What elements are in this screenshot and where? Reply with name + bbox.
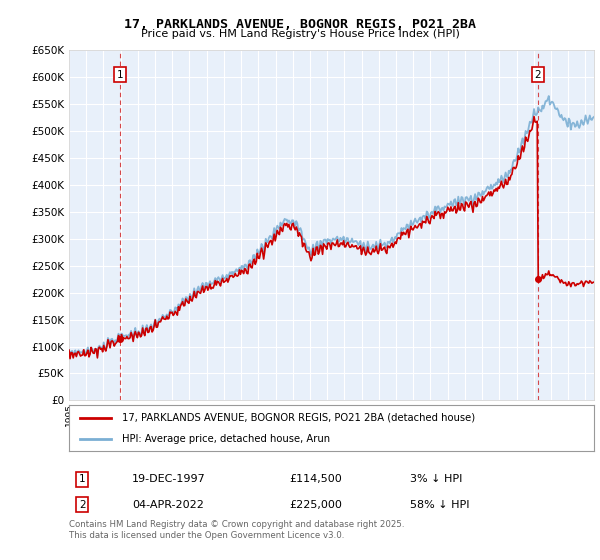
Text: 3% ↓ HPI: 3% ↓ HPI	[410, 474, 463, 484]
Text: Contains HM Land Registry data © Crown copyright and database right 2025.
This d: Contains HM Land Registry data © Crown c…	[69, 520, 404, 540]
Text: £225,000: £225,000	[290, 500, 343, 510]
Text: 58% ↓ HPI: 58% ↓ HPI	[410, 500, 470, 510]
Text: 04-APR-2022: 04-APR-2022	[132, 500, 204, 510]
Text: £114,500: £114,500	[290, 474, 342, 484]
Text: 17, PARKLANDS AVENUE, BOGNOR REGIS, PO21 2BA: 17, PARKLANDS AVENUE, BOGNOR REGIS, PO21…	[124, 18, 476, 31]
Text: HPI: Average price, detached house, Arun: HPI: Average price, detached house, Arun	[121, 435, 329, 444]
Text: 19-DEC-1997: 19-DEC-1997	[132, 474, 206, 484]
Text: Price paid vs. HM Land Registry's House Price Index (HPI): Price paid vs. HM Land Registry's House …	[140, 29, 460, 39]
Text: 1: 1	[79, 474, 85, 484]
Text: 2: 2	[79, 500, 85, 510]
Text: 2: 2	[535, 69, 541, 80]
Text: 17, PARKLANDS AVENUE, BOGNOR REGIS, PO21 2BA (detached house): 17, PARKLANDS AVENUE, BOGNOR REGIS, PO21…	[121, 413, 475, 423]
Text: 1: 1	[117, 69, 124, 80]
